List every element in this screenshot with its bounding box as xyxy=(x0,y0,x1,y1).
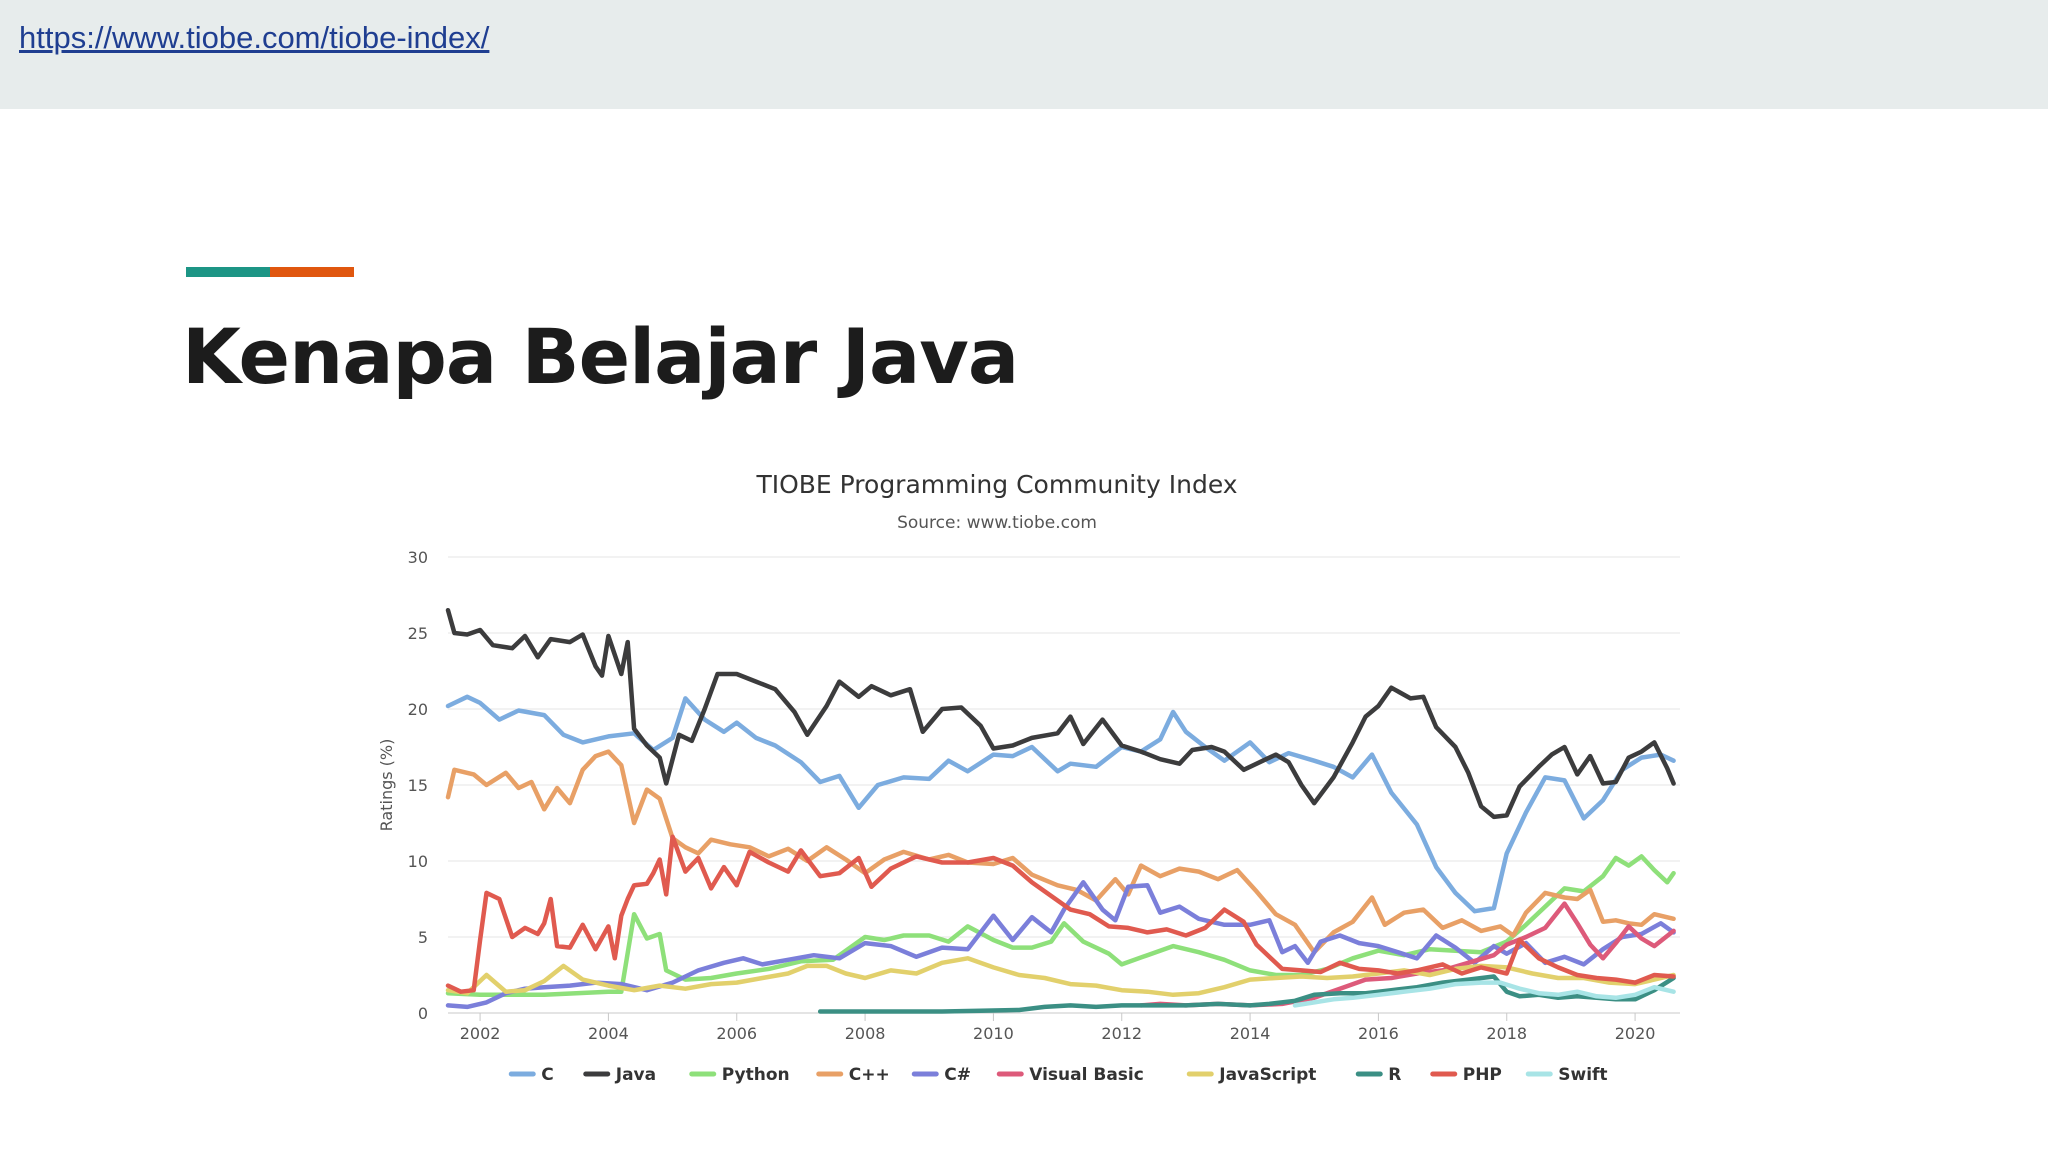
series-line-java xyxy=(445,607,1676,820)
x-tick-labels: 2002 2004 2006 2008 2010 2012 2014 2016 2018 2020 xyxy=(460,1013,1656,1043)
legend-label: JavaScript xyxy=(1218,1065,1316,1085)
legend-item-r[interactable]: R xyxy=(1355,1065,1401,1085)
tiobe-line-chart: TIOBE Programming Community Index Source… xyxy=(377,470,1680,1085)
y-tick-labels: 0 5 10 15 20 25 30 xyxy=(408,548,428,1023)
x-tick-label: 2010 xyxy=(973,1024,1014,1043)
legend-item-c-[interactable]: C# xyxy=(911,1065,971,1085)
legend-item-c-[interactable]: C++ xyxy=(816,1065,890,1085)
y-tick-label: 30 xyxy=(408,548,428,567)
legend-item-java[interactable]: Java xyxy=(583,1065,656,1085)
series-line-r xyxy=(817,974,1676,1014)
legend-label: C xyxy=(541,1065,553,1085)
x-tick-label: 2002 xyxy=(460,1024,501,1043)
x-tick-label: 2020 xyxy=(1615,1024,1656,1043)
series-line-c xyxy=(445,694,1676,914)
legend-item-php[interactable]: PHP xyxy=(1430,1065,1502,1085)
legend-item-python[interactable]: Python xyxy=(689,1065,790,1085)
legend-label: Python xyxy=(722,1065,790,1085)
header-bar xyxy=(0,0,2048,109)
x-tick-label: 2016 xyxy=(1358,1024,1399,1043)
y-tick-label: 0 xyxy=(418,1004,428,1023)
series-lines xyxy=(445,607,1676,1014)
y-tick-label: 25 xyxy=(408,624,428,643)
tiobe-url-link[interactable]: https://www.tiobe.com/tiobe-index/ xyxy=(19,20,490,55)
legend-label: R xyxy=(1388,1065,1401,1085)
y-axis-label: Ratings (%) xyxy=(377,739,396,832)
series-line-swift xyxy=(1292,980,1676,1008)
accent-bar-teal xyxy=(186,267,270,277)
legend-label: Swift xyxy=(1558,1065,1607,1085)
x-tick-label: 2006 xyxy=(716,1024,757,1043)
legend-label: C++ xyxy=(849,1065,890,1085)
x-tick-label: 2004 xyxy=(588,1024,629,1043)
slide-title: Kenapa Belajar Java xyxy=(182,312,1019,401)
legend-label: Visual Basic xyxy=(1029,1065,1144,1085)
y-tick-label: 15 xyxy=(408,776,428,795)
x-tick-label: 2012 xyxy=(1101,1024,1142,1043)
series-line-c- xyxy=(445,749,1676,955)
y-tick-label: 5 xyxy=(418,928,428,947)
legend-item-swift[interactable]: Swift xyxy=(1525,1065,1608,1085)
legend-item-visual-basic[interactable]: Visual Basic xyxy=(996,1065,1144,1085)
series-line-javascript xyxy=(445,956,1676,998)
x-tick-label: 2014 xyxy=(1230,1024,1271,1043)
legend-label: C# xyxy=(944,1065,971,1085)
legend-label: Java xyxy=(615,1065,656,1085)
chart-legend: C Java Python C++ C# Visual Basic JavaScript R P… xyxy=(508,1065,1608,1085)
y-tick-label: 10 xyxy=(408,852,428,871)
y-tick-label: 20 xyxy=(408,700,428,719)
series-line-python xyxy=(445,854,1676,998)
legend-label: PHP xyxy=(1463,1065,1502,1085)
legend-item-c[interactable]: C xyxy=(508,1065,554,1085)
x-tick-label: 2018 xyxy=(1486,1024,1527,1043)
series-line-c- xyxy=(445,880,1676,1010)
accent-bar-orange xyxy=(270,267,354,277)
chart-title: TIOBE Programming Community Index xyxy=(755,470,1237,499)
chart-subtitle: Source: www.tiobe.com xyxy=(897,513,1097,533)
legend-item-javascript[interactable]: JavaScript xyxy=(1186,1065,1316,1085)
x-tick-label: 2008 xyxy=(845,1024,886,1043)
series-line-php xyxy=(445,834,1676,994)
